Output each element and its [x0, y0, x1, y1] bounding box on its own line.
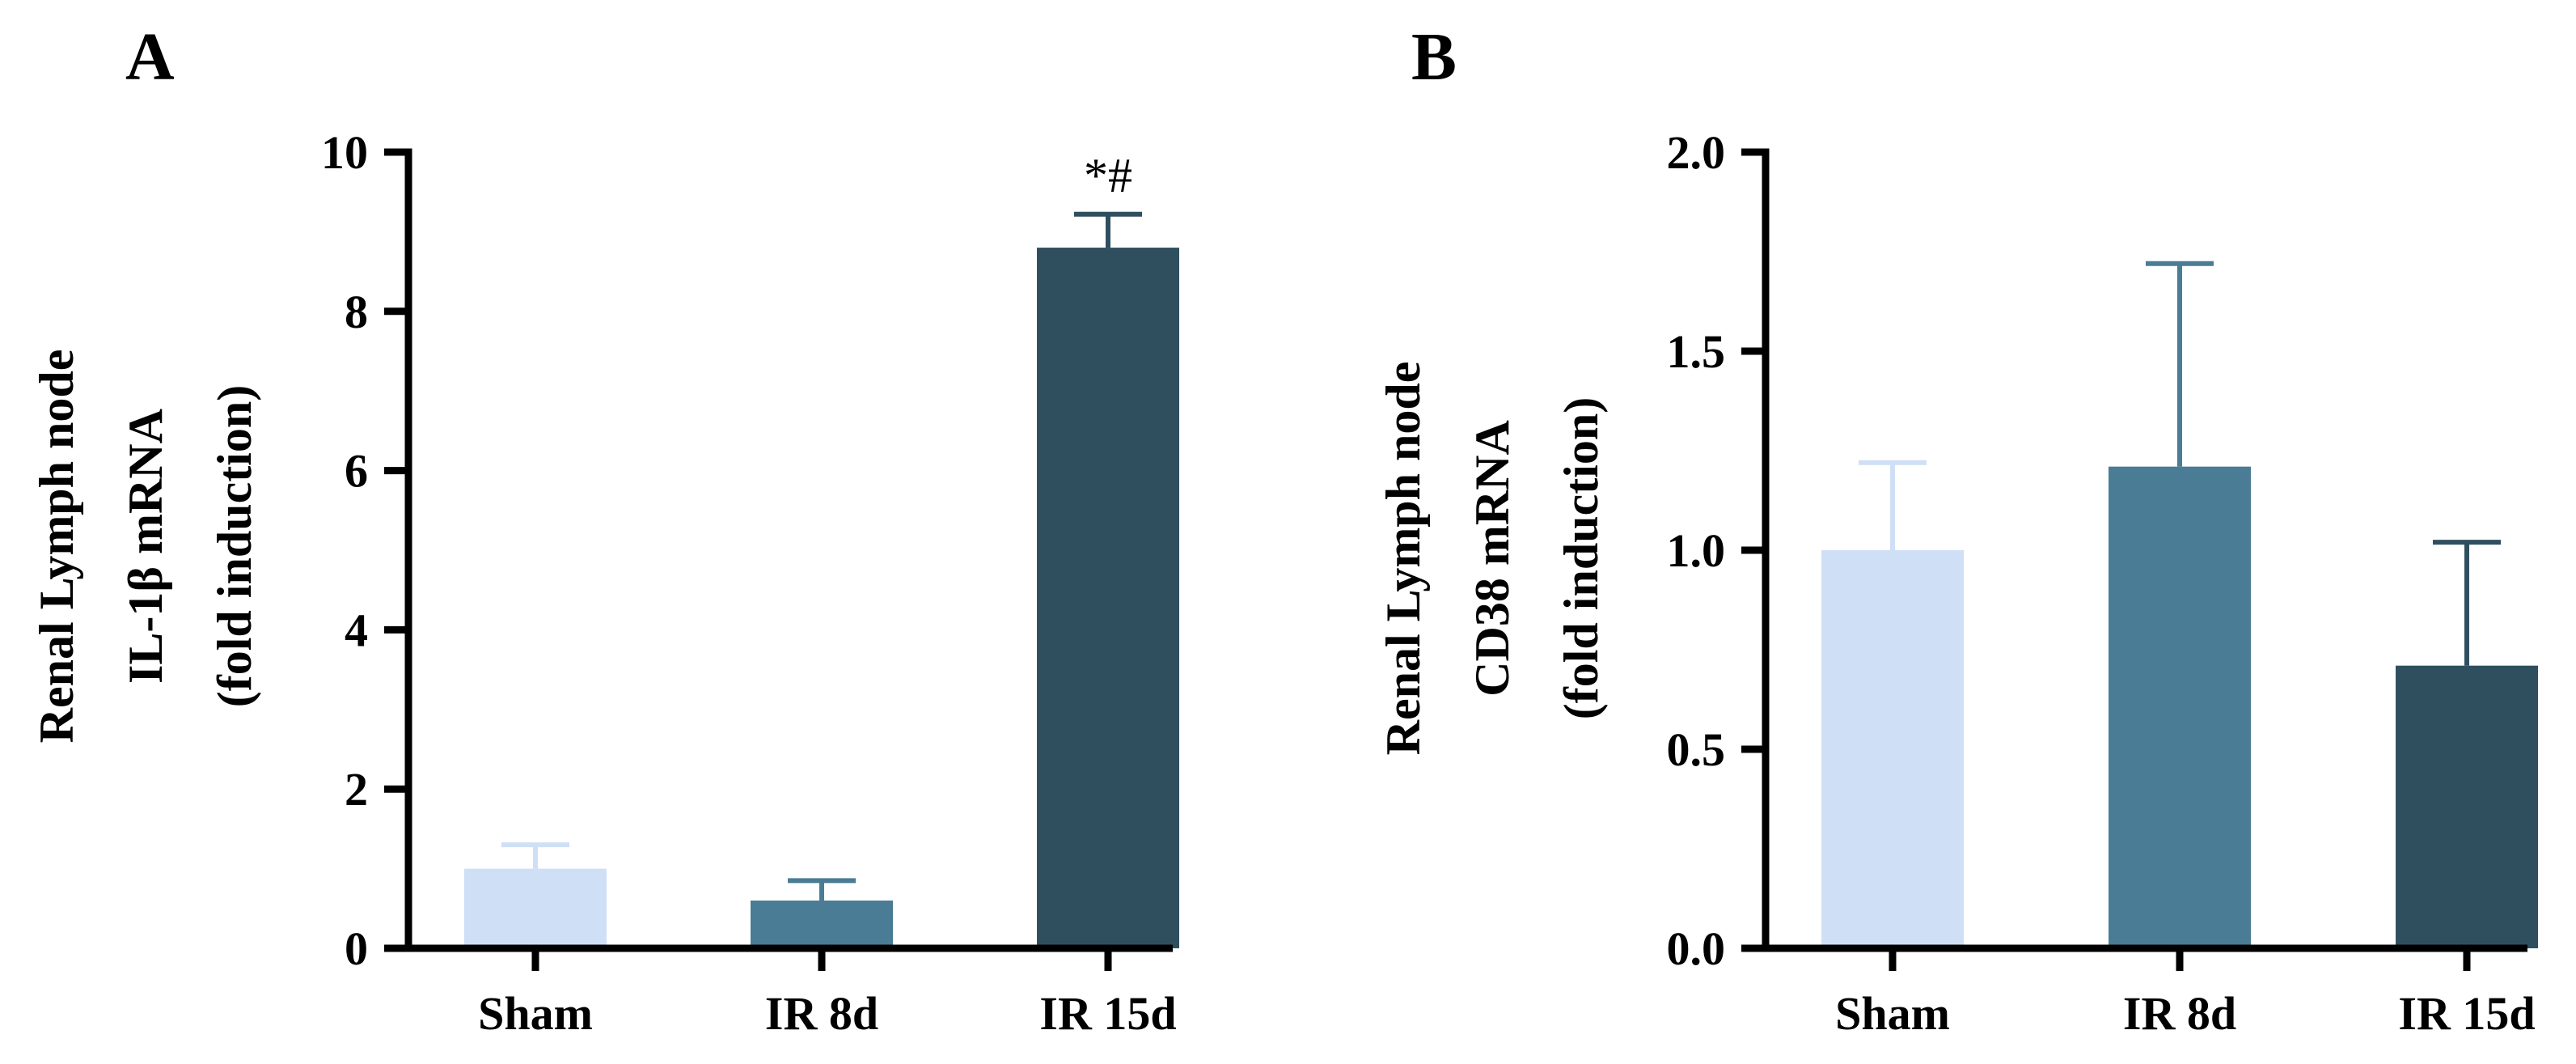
panel-b: B Renal Lymph node CD38 mRNA (fold induc… [1377, 19, 2538, 1040]
panel-b-ytick-label-3: 1.0 [1667, 524, 1726, 577]
panel-b-category-label-1: Sham [1835, 987, 1950, 1040]
panel-a-bar-2 [751, 900, 893, 948]
panel-a-ylabel-line-3: (fold induction) [208, 385, 261, 707]
panel-b-ytick-label-1: 0.0 [1667, 922, 1726, 975]
panel-a: A Renal Lymph node IL-1β mRNA (fold indu… [30, 19, 1179, 1040]
panel-a-ytick-label-5: 8 [345, 286, 368, 338]
panel-a-annotation-3: *# [1084, 149, 1132, 202]
panel-b-bar-3 [2396, 665, 2538, 948]
panel-b-ytick-label-4: 1.5 [1667, 325, 1726, 378]
panel-b-plot: 0.0 0.5 1.0 1.5 2.0 Sham IR 8d IR 15d [1667, 126, 2538, 1040]
panel-b-ylabel-line-3: (fold induction) [1554, 397, 1608, 719]
panel-a-category-label-1: Sham [478, 987, 593, 1040]
panel-a-ytick-label-6: 10 [321, 126, 368, 179]
panel-a-ylabel-line-1: Renal Lymph node [30, 350, 83, 744]
panel-b-ytick-label-2: 0.5 [1667, 723, 1726, 776]
panel-a-category-label-3: IR 15d [1039, 987, 1176, 1040]
panel-b-bar-2 [2109, 466, 2251, 948]
panel-a-ytick-label-4: 6 [345, 445, 368, 498]
panel-b-category-label-2: IR 8d [2123, 987, 2236, 1040]
panel-a-plot: *# 0 2 4 6 8 10 Sham IR 8d IR 15d [321, 126, 1179, 1040]
panel-b-bar-1 [1821, 550, 1964, 948]
panel-a-bar-3 [1037, 248, 1179, 949]
panel-a-ytick-label-1: 0 [345, 922, 368, 975]
panel-b-ytick-label-5: 2.0 [1667, 126, 1726, 179]
panel-a-letter: A [125, 19, 175, 95]
panel-a-ytick-label-3: 4 [345, 604, 368, 656]
panel-b-ylabel: Renal Lymph node CD38 mRNA (fold inducti… [1377, 362, 1608, 756]
panel-b-ylabel-line-2: CD38 mRNA [1466, 420, 1519, 697]
panel-a-ytick-label-2: 2 [345, 763, 368, 816]
panel-a-ylabel-line-2: IL-1β mRNA [119, 409, 172, 684]
panel-a-bar-1 [464, 868, 607, 948]
panel-a-category-label-2: IR 8d [765, 987, 878, 1040]
panel-a-ylabel: Renal Lymph node IL-1β mRNA (fold induct… [30, 350, 261, 744]
panel-b-category-label-3: IR 15d [2398, 987, 2535, 1040]
panel-b-ylabel-line-1: Renal Lymph node [1377, 362, 1430, 756]
panel-b-letter: B [1411, 19, 1457, 95]
